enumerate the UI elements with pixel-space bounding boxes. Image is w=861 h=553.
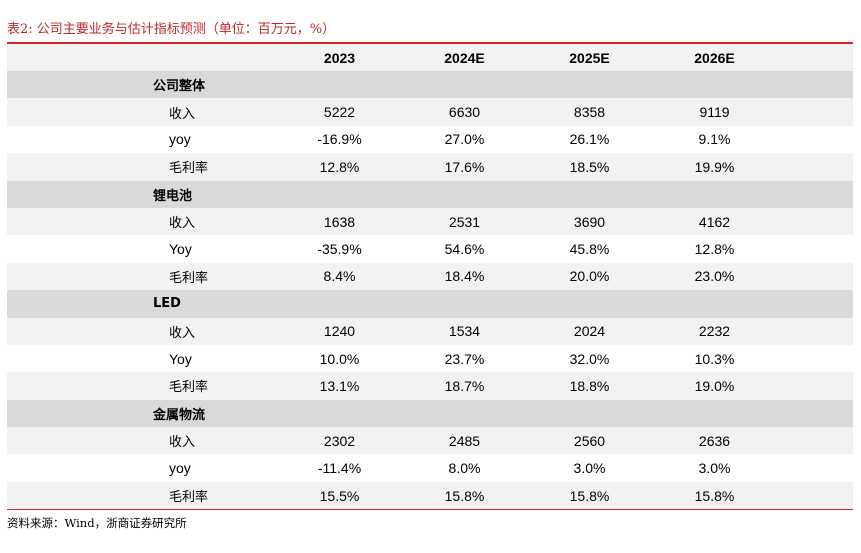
value-cell: 19.9% [694,158,735,175]
value-cell: 17.6% [444,158,485,175]
section-name: 金属物流 [153,407,206,423]
value-cell: 15.8% [444,487,485,504]
value-cell: 2302 [323,432,356,449]
section-name: 锂电池 [153,188,193,204]
table-row: 毛利率 8.4% 18.4% 20.0% 23.0% [7,262,853,291]
value-cell: 54.6% [444,241,485,258]
value-cell: 23.0% [694,268,735,285]
value-cell: 2560 [573,432,606,449]
title-divider [7,42,853,44]
row-label: yoy [169,131,191,148]
value-cell: 27.0% [444,131,485,148]
row-label: yoy [169,460,191,477]
value-cell: 26.1% [569,131,610,148]
table-row: 收入 2302 2485 2560 2636 [7,427,853,455]
row-label: Yoy [169,241,192,258]
value-cell: 8358 [573,104,606,121]
value-cell: 3.0% [698,460,731,477]
value-cell: 45.8% [569,241,610,258]
row-label: 毛利率 [169,161,209,177]
row-label: 毛利率 [169,270,209,286]
row-label: 毛利率 [169,490,209,506]
value-cell: 8.0% [448,460,481,477]
value-cell: 15.5% [319,487,360,504]
value-cell: 3.0% [573,460,606,477]
value-cell: 10.0% [319,350,360,367]
value-cell: 2636 [698,432,731,449]
table-row: 毛利率 15.5% 15.8% 15.8% 15.8% [7,481,853,510]
table-header-row: 2023 2024E 2025E 2026E [7,44,853,71]
value-cell: 18.5% [569,158,610,175]
footer-divider [7,509,853,510]
value-cell: 23.7% [444,350,485,367]
table-body: 公司整体收入 5222 6630 8358 9119 yoy -16.9% 27.0% 26.1… [7,71,853,510]
section-row: LED [7,290,853,318]
value-cell: 18.7% [444,377,485,394]
row-label: 收入 [169,216,196,232]
value-cell: 2531 [448,213,481,230]
value-cell: 10.3% [694,350,735,367]
section-row: 金属物流 [7,399,853,428]
section-row: 锂电池 [7,180,853,208]
header-year-2024e: 2024E [444,49,485,66]
value-cell: 18.8% [569,377,610,394]
value-cell: 2232 [698,323,731,340]
value-cell: 9119 [699,104,730,121]
value-cell: 15.8% [694,487,735,504]
header-year-2026e: 2026E [694,49,735,66]
value-cell: -11.4% [317,460,362,477]
value-cell: 9.1% [698,131,731,148]
value-cell: 2485 [448,432,481,449]
value-cell: 13.1% [319,377,360,394]
value-cell: -16.9% [317,131,362,148]
table-title: 表2: 公司主要业务与估计指标预测（单位：百万元，%） [7,22,336,37]
value-cell: 12.8% [319,158,360,175]
forecast-table: 2023 2024E 2025E 2026E 公司整体收入 5222 6630 835… [7,44,853,510]
row-label: Yoy [169,350,192,367]
value-cell: 15.8% [569,487,610,504]
table-row: yoy -11.4% 8.0% 3.0% 3.0% [7,454,853,481]
section-row: 公司整体 [7,71,853,99]
header-year-2023: 2023 [323,49,356,66]
table-row: 毛利率 12.8% 17.6% 18.5% 19.9% [7,153,853,181]
value-cell: 4162 [698,213,731,230]
section-name: LED [153,296,181,312]
row-label: 收入 [169,325,196,341]
table-row: 收入 1638 2531 3690 4162 [7,207,853,236]
table-row: 收入 5222 6630 8358 9119 [7,98,853,126]
value-cell: 2024 [573,323,606,340]
value-cell: 19.0% [694,377,735,394]
source-note: 资料来源：Wind，浙商证券研究所 [7,516,187,530]
value-cell: 18.4% [444,268,485,285]
table-row: Yoy -35.9% 54.6% 45.8% 12.8% [7,235,853,262]
table-row: 毛利率 13.1% 18.7% 18.8% 19.0% [7,372,853,400]
row-label: 收入 [169,106,196,122]
value-cell: 12.8% [694,241,735,258]
header-year-2025e: 2025E [569,49,610,66]
value-cell: 20.0% [569,268,610,285]
value-cell: -35.9% [317,241,362,258]
row-label: 毛利率 [169,380,209,396]
value-cell: 1534 [448,323,481,340]
value-cell: 6630 [448,104,481,121]
value-cell: 3690 [573,213,606,230]
value-cell: 1638 [323,213,356,230]
table-row: 收入 1240 1534 2024 2232 [7,317,853,345]
value-cell: 5222 [323,104,356,121]
table-row: yoy -16.9% 27.0% 26.1% 9.1% [7,126,853,153]
value-cell: 1240 [323,323,356,340]
value-cell: 32.0% [569,350,610,367]
section-name: 公司整体 [153,79,206,95]
row-label: 收入 [169,435,196,451]
value-cell: 8.4% [323,268,356,285]
table-row: Yoy 10.0% 23.7% 32.0% 10.3% [7,345,853,372]
